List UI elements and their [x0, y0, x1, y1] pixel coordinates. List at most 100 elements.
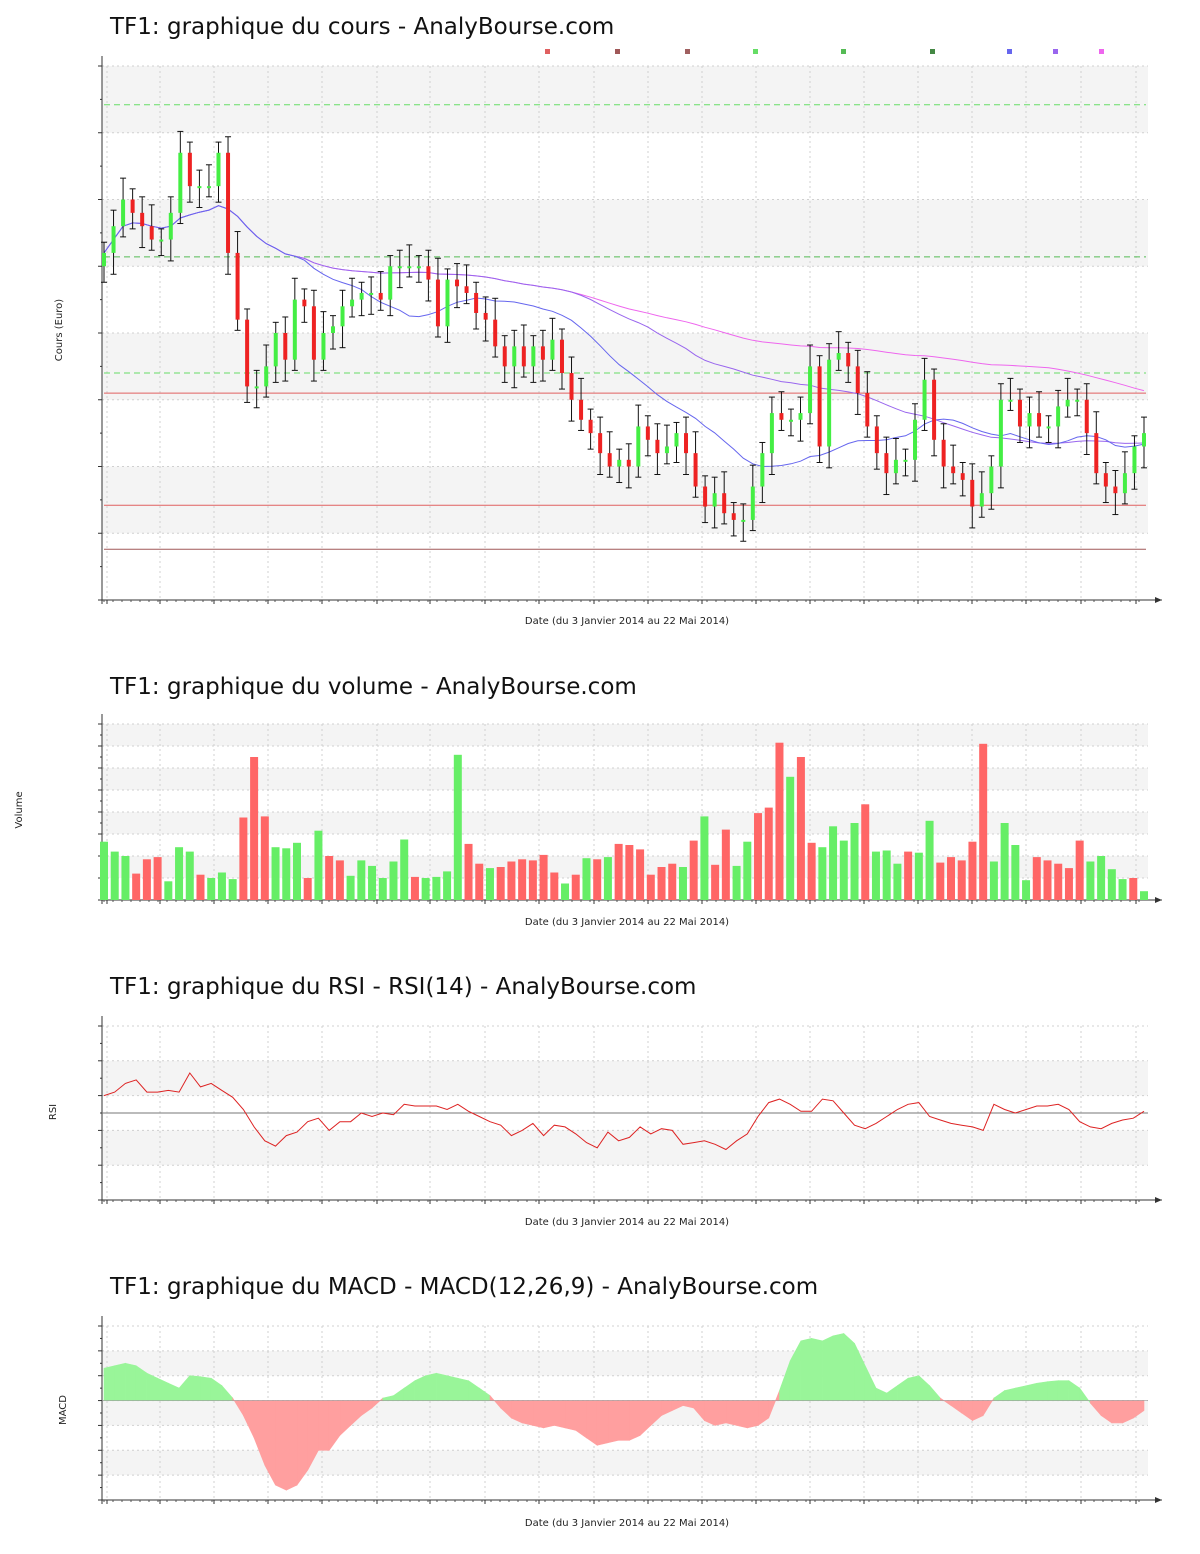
volume-bar	[1097, 856, 1106, 900]
bearish-candle	[493, 319, 498, 347]
bearish-candle	[951, 466, 956, 474]
bullish-candle	[416, 266, 421, 269]
volume-bar	[346, 875, 355, 900]
macd-negative-area	[736, 1400, 748, 1429]
bearish-candle	[865, 393, 870, 427]
volume-bar	[1032, 857, 1041, 900]
volume-bar	[603, 857, 612, 900]
macd-positive-area	[168, 1382, 180, 1401]
bullish-candle	[1008, 399, 1013, 402]
background-band	[102, 1350, 1148, 1376]
bearish-candle	[426, 266, 431, 280]
macd-negative-area	[564, 1400, 577, 1431]
bearish-candle	[483, 312, 488, 320]
bullish-candle	[664, 446, 669, 454]
bearish-candle	[569, 373, 574, 400]
rsi-plot-area	[98, 1016, 1162, 1204]
legend-swatch	[1007, 49, 1012, 54]
volume-bar	[764, 807, 773, 900]
bullish-candle	[388, 266, 393, 300]
bearish-candle	[455, 279, 460, 287]
macd-positive-area	[425, 1372, 437, 1401]
background-band	[102, 812, 1148, 834]
macd-plot-area	[98, 1316, 1162, 1504]
macd-positive-area	[436, 1372, 448, 1401]
macd-positive-area	[1036, 1381, 1048, 1401]
volume-bar	[421, 878, 430, 900]
x-axis-arrow	[1155, 897, 1162, 903]
macd-panel: TF1: graphique du MACD - MACD(12,26,9) -…	[58, 1274, 1162, 1529]
volume-bar	[175, 847, 184, 900]
rsi-x-axis-label: Date (du 3 Janvier 2014 au 22 Mai 2014)	[525, 1217, 729, 1228]
volume-bar	[861, 804, 870, 900]
volume-bar	[1043, 860, 1052, 900]
bearish-candle	[502, 346, 507, 367]
macd-positive-area	[446, 1375, 459, 1401]
bearish-candle	[1017, 399, 1022, 427]
volume-bar	[561, 883, 570, 900]
volume-bar	[775, 742, 784, 900]
volume-bar	[1118, 879, 1127, 900]
bullish-candle	[264, 366, 269, 387]
volume-bar	[1129, 878, 1138, 900]
background-band	[102, 66, 1148, 133]
bearish-candle	[540, 346, 545, 360]
macd-negative-area	[639, 1400, 652, 1437]
macd-positive-area	[907, 1375, 920, 1401]
bullish-candle	[1132, 446, 1137, 474]
bullish-candle	[330, 326, 335, 333]
bullish-candle	[121, 199, 126, 227]
x-axis-arrow	[1155, 1497, 1162, 1503]
macd-positive-area	[468, 1380, 480, 1401]
volume-bar	[507, 861, 516, 900]
bullish-candle	[397, 266, 402, 269]
volume-bar	[743, 841, 752, 900]
bearish-candle	[855, 366, 860, 394]
bullish-candle	[292, 299, 297, 360]
volume-bar	[657, 867, 666, 900]
bearish-candle	[521, 346, 526, 367]
bullish-candle	[1027, 413, 1032, 427]
volume-bar	[432, 876, 441, 900]
legend-swatch	[841, 49, 846, 54]
x-axis-arrow	[1155, 597, 1162, 603]
macd-negative-area	[532, 1400, 544, 1429]
volume-bar	[142, 859, 151, 900]
bullish-candle	[216, 152, 221, 187]
macd-positive-area	[1025, 1382, 1038, 1401]
macd-negative-area	[596, 1400, 609, 1446]
volume-bar	[196, 874, 205, 900]
macd-positive-area	[1057, 1380, 1070, 1401]
macd-negative-area	[607, 1400, 619, 1444]
bullish-candle	[1065, 399, 1070, 407]
macd-positive-area	[200, 1376, 212, 1401]
macd-positive-area	[918, 1375, 930, 1401]
bearish-candle	[693, 453, 698, 487]
volume-bar	[239, 817, 248, 900]
volume-x-axis-label: Date (du 3 Janvier 2014 au 22 Mai 2014)	[525, 917, 729, 928]
bearish-candle	[941, 439, 946, 467]
macd-positive-area	[886, 1385, 898, 1401]
bearish-candle	[731, 513, 736, 520]
volume-bar	[1107, 869, 1116, 900]
bullish-candle	[206, 186, 211, 189]
volume-bar	[947, 857, 956, 900]
volume-bar	[378, 878, 387, 900]
macd-positive-area	[403, 1380, 416, 1401]
macd-chart-title: TF1: graphique du MACD - MACD(12,26,9) -…	[109, 1274, 818, 1300]
bearish-candle	[245, 319, 250, 387]
macd-negative-area	[339, 1400, 351, 1437]
volume-bar	[646, 874, 655, 900]
bearish-candle	[435, 279, 440, 327]
volume-y-axis-label: Volume	[14, 791, 25, 828]
macd-negative-area	[725, 1400, 737, 1426]
bullish-candle	[1075, 399, 1080, 402]
volume-bar	[1064, 868, 1073, 900]
volume-bar	[314, 830, 323, 900]
volume-bar	[335, 860, 344, 900]
bullish-candle	[979, 493, 984, 507]
macd-y-axis-label: MACD	[58, 1395, 69, 1425]
macd-negative-area	[318, 1400, 330, 1451]
bearish-candle	[846, 353, 851, 367]
macd-positive-area	[1015, 1385, 1027, 1401]
